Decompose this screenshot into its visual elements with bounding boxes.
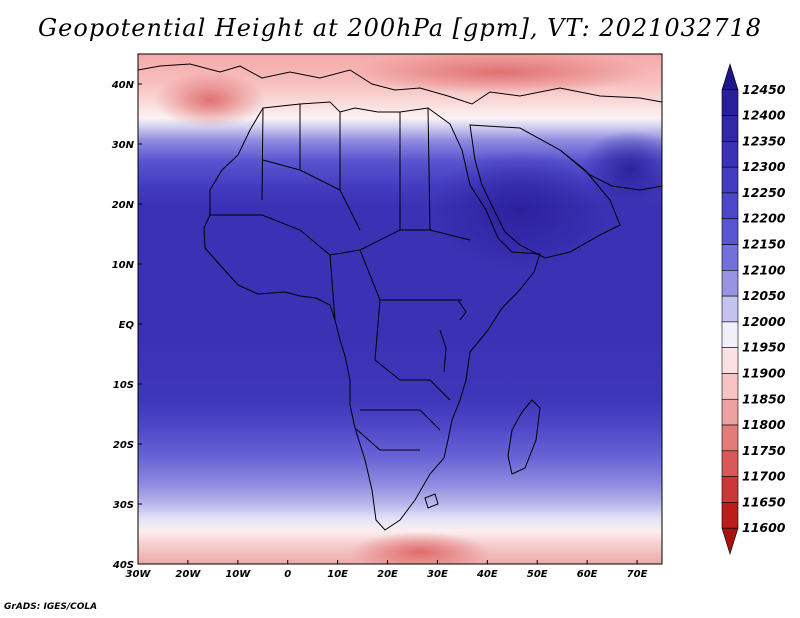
lat-tick-label: 20N [112, 200, 135, 211]
lesotho-border [424, 493, 439, 509]
colorbar-swatch [721, 424, 739, 452]
colorbar: 12450 12400 12350 12300 12250 12200 12150 12100… [721, 62, 786, 556]
colorbar-label: 12050 [742, 288, 786, 303]
lon-tick-label: 50E [527, 569, 548, 580]
colorbar-label: 12450 [742, 82, 786, 97]
lat-tick-label: 10S [113, 380, 134, 391]
europe-coast [138, 63, 662, 105]
lat-tick-label: 10N [112, 260, 135, 271]
lon-tick-label: 40E [476, 569, 498, 580]
colorbar-swatch [721, 192, 739, 220]
colorbar-swatch [721, 62, 739, 91]
lon-axis: 30W 20W 10W 0 10E 20E 30E 40E 50E 60E 70E [126, 560, 648, 580]
colorbar-swatch [721, 141, 739, 168]
colorbar-swatch [721, 321, 739, 348]
colorbar-label: 11800 [742, 417, 786, 432]
lon-tick-label: 10W [225, 569, 251, 580]
lat-tick-label: 40N [111, 80, 135, 91]
height-field [138, 54, 662, 564]
colorbar-swatch [721, 476, 739, 503]
lon-tick-label: 20E [377, 569, 398, 580]
colorbar-swatch [721, 347, 739, 374]
great-lakes [439, 299, 467, 373]
colorbar-label: 12150 [742, 237, 786, 252]
map-title: Geopotential Height at 200hPa [gpm], VT:… [38, 14, 762, 42]
africa-outline [203, 101, 541, 531]
colorbar-swatch [721, 398, 739, 426]
colorbar-label: 11600 [742, 520, 786, 535]
colorbar-swatch [721, 373, 739, 400]
lat-tick-label: 30S [113, 500, 134, 511]
colorbar-swatch [721, 244, 739, 271]
lon-tick-label: 70E [627, 569, 648, 580]
colorbar-label: 12000 [742, 314, 786, 329]
lat-tick-label: 40S [112, 560, 134, 571]
lon-tick-label: 0 [284, 569, 291, 580]
borders-north [261, 104, 431, 231]
madagascar-outline [507, 399, 541, 475]
colorbar-swatch [721, 295, 739, 323]
colorbar-label: 11650 [742, 494, 786, 509]
lon-tick-label: 60E [577, 569, 598, 580]
colorbar-swatch [721, 115, 739, 142]
colorbar-label: 12200 [742, 211, 786, 226]
colorbar-swatch [721, 166, 739, 194]
colorbar-label: 11900 [742, 365, 786, 380]
colorbar-label: 11750 [742, 443, 786, 458]
footer-credit: GrADS: IGES/COLA [4, 602, 98, 612]
colorbar-label: 12250 [742, 185, 786, 200]
colorbar-label: 12300 [742, 159, 786, 174]
lon-tick-label: 30E [427, 569, 448, 580]
lon-tick-label: 30W [126, 569, 152, 580]
lat-axis: 40N 30N 20N 10N EQ 10S 20S 30S 40S [111, 80, 142, 571]
lon-tick-label: 10E [327, 569, 348, 580]
colorbar-swatch [721, 502, 739, 529]
colorbar-label: 11700 [742, 469, 786, 484]
colorbar-label: 12400 [742, 108, 786, 123]
persian-gulf [559, 149, 662, 191]
lat-tick-label: EQ [119, 320, 135, 331]
lat-tick-label: 20S [113, 440, 134, 451]
map-frame [137, 53, 663, 565]
colorbar-label: 12350 [742, 133, 786, 148]
borders-central [210, 214, 471, 451]
colorbar-label: 12100 [742, 262, 786, 277]
lon-tick-label: 20W [175, 569, 201, 580]
lat-tick-label: 30N [112, 140, 135, 151]
coastlines [138, 63, 662, 531]
colorbar-swatch [721, 450, 739, 477]
colorbar-swatch [721, 270, 739, 297]
colorbar-swatch [721, 218, 739, 245]
colorbar-label: 11850 [742, 391, 786, 406]
colorbar-swatch [721, 89, 739, 116]
colorbar-swatch [721, 527, 739, 556]
colorbar-label: 11950 [742, 340, 786, 355]
